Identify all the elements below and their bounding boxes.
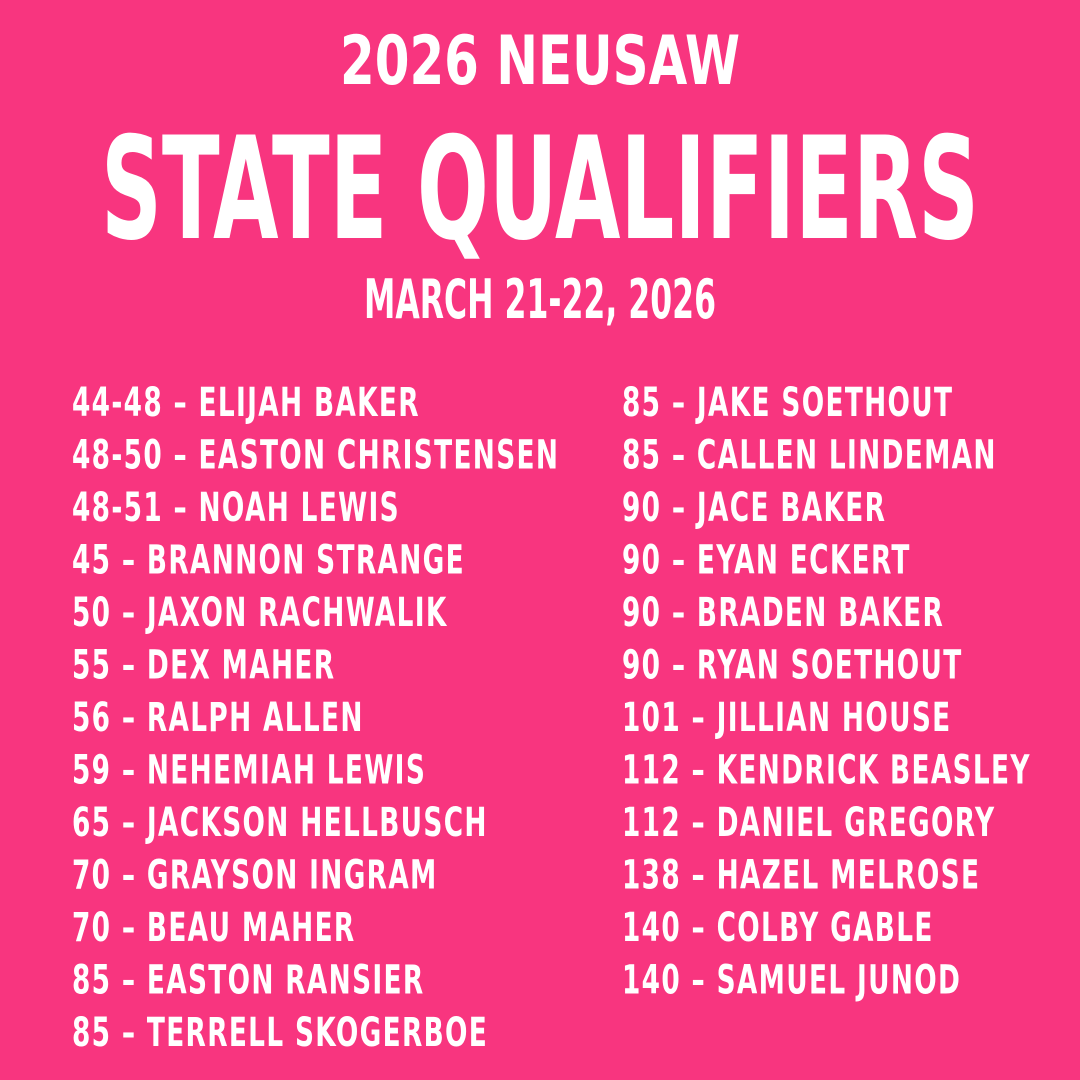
- qualifier-entry: 112 – KENDRICK BEASLEY: [622, 747, 1031, 793]
- qualifier-entry: 48-50 – EASTON CHRISTENSEN: [72, 432, 559, 478]
- qualifier-entry: 59 – NEHEMIAH LEWIS: [72, 747, 426, 793]
- date: MARCH 21-22, 2026: [364, 268, 716, 331]
- qualifier-entry: 112 – DANIEL GREGORY: [622, 799, 995, 845]
- title: STATE QUALIFIERS: [101, 107, 979, 272]
- qualifier-entry: 55 – DEX MAHER: [72, 642, 335, 688]
- qualifier-entry: 44-48 – ELIJAH BAKER: [72, 379, 420, 425]
- qualifier-entry: 45 – BRANNON STRANGE: [72, 537, 465, 583]
- qualifier-entry: 48-51 – NOAH LEWIS: [72, 484, 400, 530]
- qualifier-entry: 65 – JACKSON HELLBUSCH: [72, 799, 488, 845]
- qualifier-entry: 50 – JAXON RACHWALIK: [72, 589, 448, 635]
- qualifier-entry: 138 – HAZEL MELROSE: [622, 852, 980, 898]
- qualifier-entry: 70 – GRAYSON INGRAM: [72, 852, 438, 898]
- qualifier-entry: 140 – COLBY GABLE: [622, 904, 934, 950]
- qualifier-entry: 85 – JAKE SOETHOUT: [622, 379, 953, 425]
- qualifier-entry: 90 – BRADEN BAKER: [622, 589, 944, 635]
- qualifier-entry: 85 – TERRELL SKOGERBOE: [72, 1009, 488, 1055]
- subtitle: 2026 NEUSAW: [340, 22, 740, 101]
- qualifier-entry: 90 – EYAN ECKERT: [622, 537, 911, 583]
- qualifier-entry: 70 – BEAU MAHER: [72, 904, 356, 950]
- qualifier-entry: 85 – EASTON RANSIER: [72, 957, 425, 1003]
- qualifier-entry: 56 – RALPH ALLEN: [72, 694, 364, 740]
- qualifier-entry: 90 – JACE BAKER: [622, 484, 886, 530]
- qualifier-entry: 85 – CALLEN LINDEMAN: [622, 432, 997, 478]
- qualifier-entry: 140 – SAMUEL JUNOD: [622, 957, 961, 1003]
- qualifier-entry: 101 – JILLIAN HOUSE: [622, 694, 951, 740]
- qualifier-entry: 90 – RYAN SOETHOUT: [622, 642, 963, 688]
- qualifier-list: 44-48 – ELIJAH BAKER 48-50 – EASTON CHRIS…: [72, 379, 1031, 1055]
